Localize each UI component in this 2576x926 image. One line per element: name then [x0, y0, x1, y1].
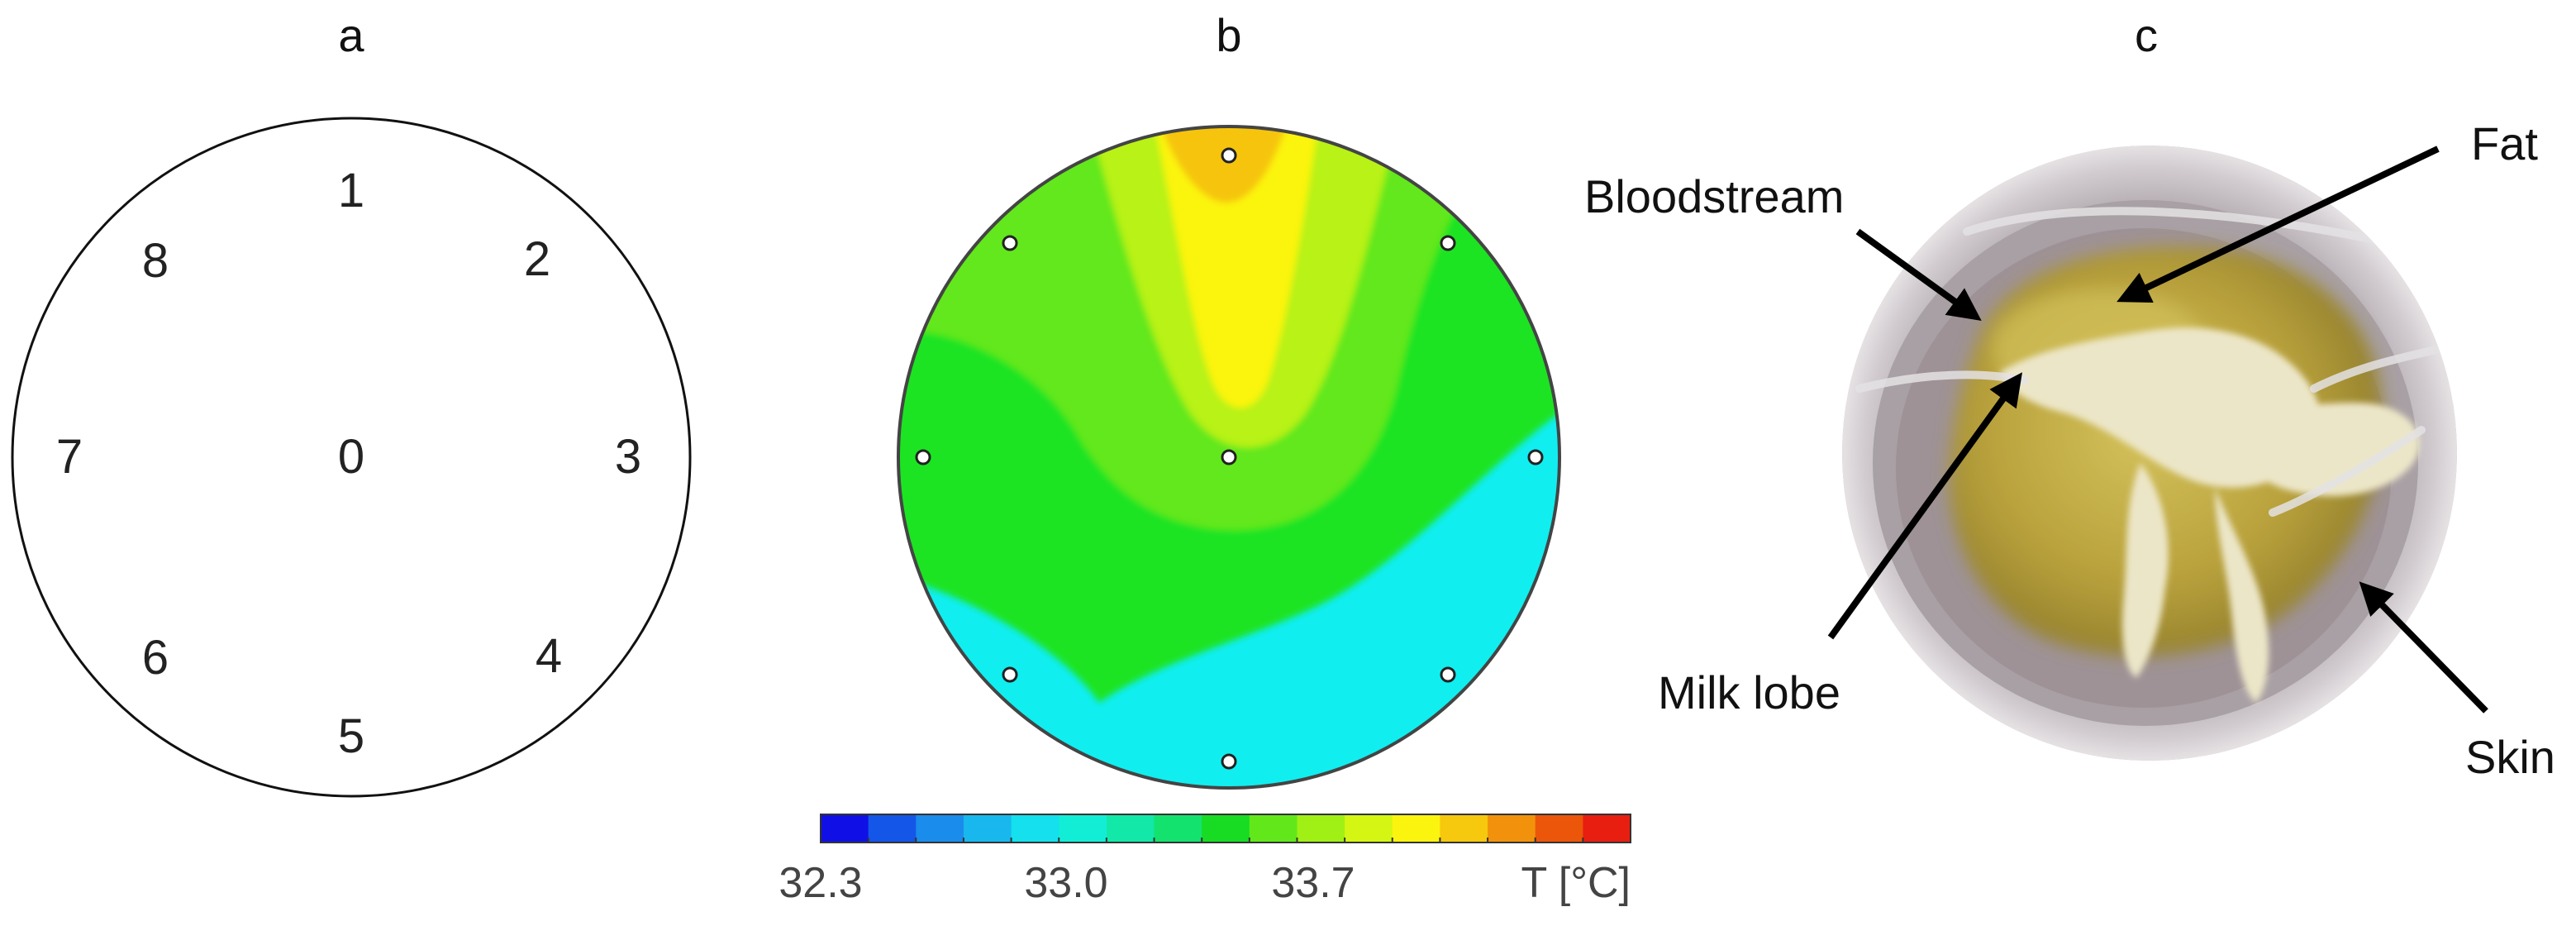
- colorbar-segments: [821, 814, 1631, 842]
- colorbar-segment: [1202, 814, 1250, 842]
- colorbar-segment: [1059, 814, 1107, 842]
- colorbar-segment: [1535, 814, 1583, 842]
- annotation-bloodstream: Bloodstream: [1584, 170, 1844, 222]
- photo-milk-lobe-lower-left: [2122, 463, 2169, 678]
- position-label-5: 5: [338, 709, 364, 763]
- colorbar-tick-label-33-7: 33.7: [1271, 859, 1355, 907]
- measurement-point-2: [1440, 235, 1456, 251]
- measurement-point-4: [1440, 666, 1456, 683]
- position-label-2: 2: [524, 232, 550, 286]
- colorbar-segment: [1488, 814, 1536, 842]
- measurement-point-6: [1002, 666, 1018, 683]
- colorbar-segment: [1392, 814, 1441, 842]
- arrow-skin: [2359, 581, 2488, 714]
- measurement-point-7: [915, 449, 931, 465]
- colorbar-segment: [821, 814, 869, 842]
- colorbar-tick-label-32-3: 32.3: [779, 859, 862, 907]
- colorbar-segment: [1583, 814, 1631, 842]
- measurement-point-8: [1002, 235, 1018, 251]
- measurement-point-1: [1221, 147, 1237, 164]
- colorbar-unit-label: T [°C]: [1521, 859, 1631, 907]
- annotation-milk-lobe: Milk lobe: [1658, 666, 1840, 718]
- annotation-fat: Fat: [2471, 117, 2538, 169]
- measurement-point-0: [1221, 449, 1237, 465]
- colorbar-segment: [1011, 814, 1059, 842]
- photo-tubes: [1855, 207, 2450, 517]
- photo-milk-lobe-lower-right: [2215, 488, 2269, 703]
- colorbar-segment: [1297, 814, 1345, 842]
- arrow-milk-lobe: [1827, 372, 2023, 640]
- measurement-points: [915, 147, 1544, 770]
- colorbar-segment: [1249, 814, 1298, 842]
- sample-photo: [1842, 146, 2457, 761]
- panel-b-letter: b: [1216, 9, 1241, 61]
- position-label-7: 7: [56, 430, 83, 484]
- field-outline-circle: [897, 125, 1561, 790]
- position-label-1: 1: [338, 164, 364, 217]
- measurement-point-3: [1527, 449, 1544, 465]
- position-label-4: 4: [536, 629, 562, 683]
- position-label-6: 6: [142, 631, 169, 685]
- colorbar-segment: [1345, 814, 1393, 842]
- panel-c: c: [1584, 9, 2555, 783]
- arrow-fat: [2117, 146, 2440, 303]
- photo-tube-top: [1963, 207, 2417, 252]
- colorbar: 32.3 33.0 33.7 T [°C]: [779, 814, 1631, 907]
- colorbar-segment: [1154, 814, 1202, 842]
- position-label-0: 0: [338, 430, 364, 484]
- position-label-8: 8: [142, 234, 169, 288]
- panel-a: a 0 1 2 3 4 5 6 7 8: [11, 9, 692, 798]
- sample-outline-circle: [11, 117, 692, 798]
- photo-tube-right-upper: [2310, 343, 2450, 393]
- colorbar-segment: [963, 814, 1012, 842]
- panel-b: b: [779, 9, 1631, 907]
- colorbar-frame: [820, 814, 1631, 843]
- photo-annotations: Bloodstream Fat Milk lobe Skin: [1584, 117, 2555, 783]
- colorbar-segment: [916, 814, 964, 842]
- arrow-bloodstream: [1855, 228, 1982, 322]
- panel-a-letter: a: [338, 9, 364, 61]
- panel-c-letter: c: [2135, 9, 2158, 61]
- colorbar-segment: [1440, 814, 1488, 842]
- colorbar-segment: [1106, 814, 1155, 842]
- colorbar-ticks: [867, 838, 1584, 842]
- photo-tube-right: [2269, 426, 2426, 517]
- colorbar-tick-label-33-0: 33.0: [1024, 859, 1107, 907]
- annotation-skin: Skin: [2465, 731, 2555, 783]
- colorbar-segment: [868, 814, 917, 842]
- photo-milk-lobe-right: [2230, 403, 2420, 496]
- position-label-3: 3: [615, 430, 641, 484]
- measurement-point-5: [1221, 753, 1237, 770]
